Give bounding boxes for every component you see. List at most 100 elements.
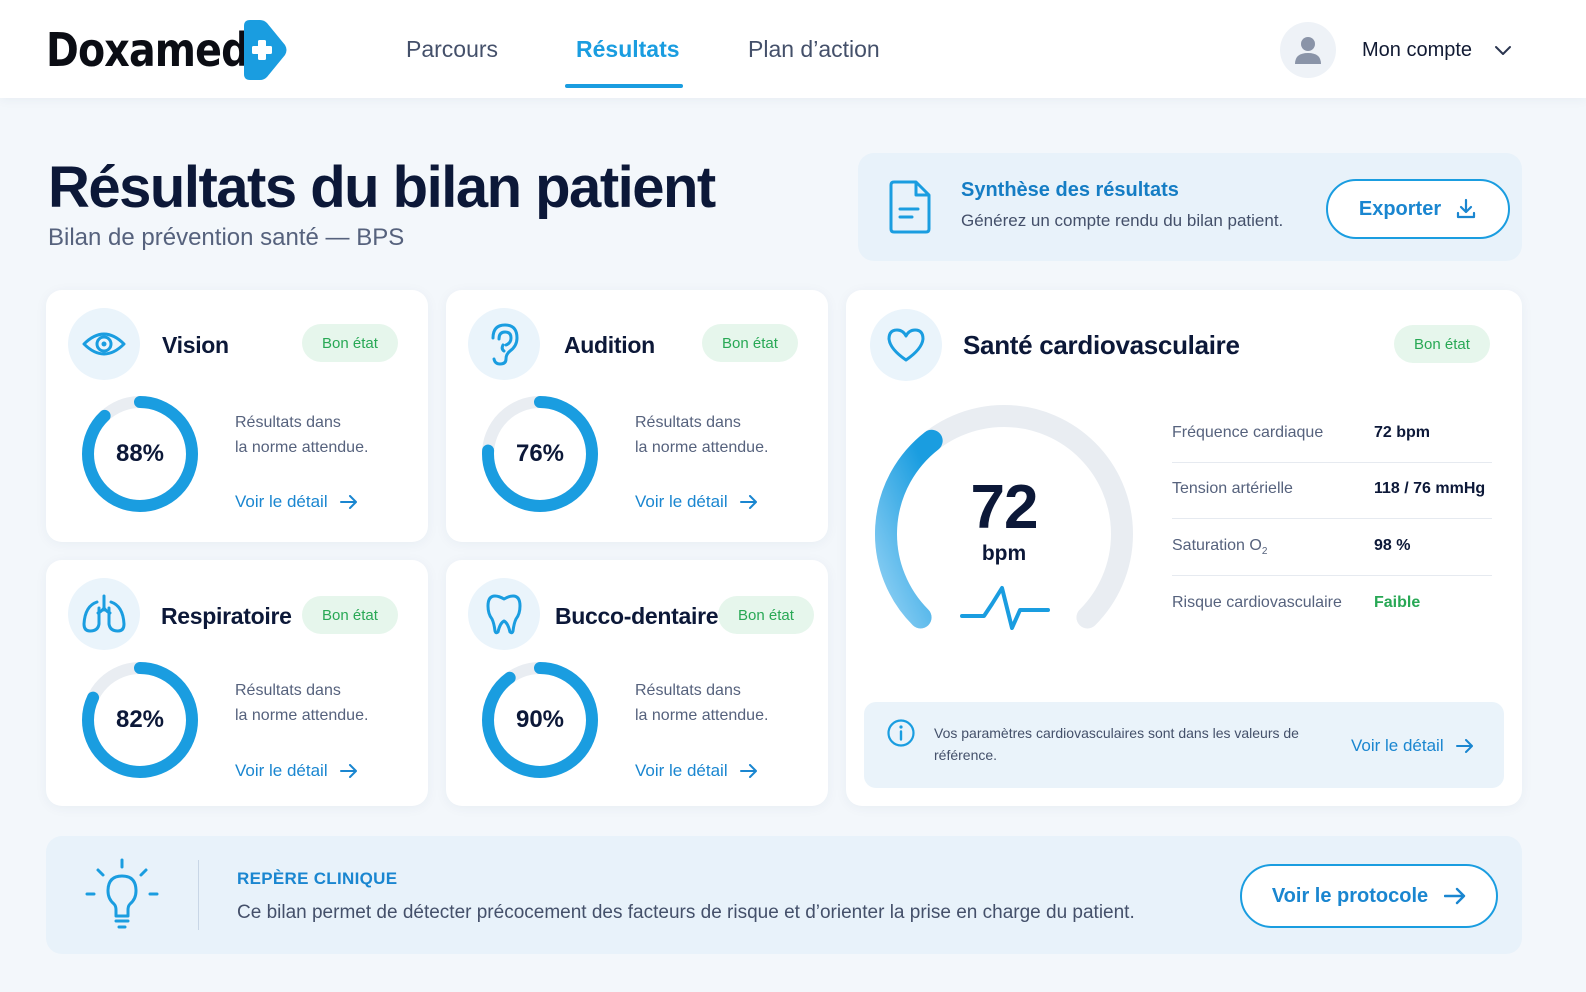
- metric-value: 72 bpm: [1374, 424, 1431, 441]
- view-detail-label: Voir le détail: [635, 492, 728, 511]
- nav-plan-action[interactable]: Plan d’action: [748, 36, 880, 62]
- heart-icon: [887, 328, 925, 362]
- card-description-line: la norme attendue.: [635, 439, 769, 456]
- arrow-right-icon: [739, 764, 757, 778]
- card-description-line: la norme attendue.: [235, 707, 369, 724]
- percent-label: 88%: [115, 440, 165, 467]
- card-description-line: Résultats dans: [635, 414, 741, 431]
- view-detail-link[interactable]: Voir le détail: [635, 761, 758, 781]
- percent-label: 76%: [515, 440, 565, 467]
- banner-divider: [198, 860, 199, 930]
- vision-icon-container: [68, 308, 140, 380]
- metric-label: Risque cardiovasculaire: [1172, 594, 1342, 611]
- ring-progress: [82, 396, 198, 512]
- metric-label: Saturation O2: [1172, 537, 1267, 557]
- medical-cross-icon: [244, 20, 287, 80]
- heart-rate-gauge: [875, 405, 1133, 630]
- nav-parcours[interactable]: Parcours: [406, 36, 499, 62]
- page-subtitle: Bilan de prévention santé — BPS: [48, 224, 405, 251]
- lightbulb-icon: [85, 858, 159, 929]
- progress-ring: [82, 662, 198, 778]
- metric-row-tension: Tension artérielle 118 / 76 mmHg: [1172, 462, 1492, 519]
- download-icon: [1457, 198, 1476, 219]
- ring-progress: [482, 662, 598, 778]
- card-title: Santé cardiovasculaire: [963, 330, 1240, 360]
- card-description: Résultats dans la norme attendue.: [635, 410, 805, 460]
- metric-row-risque: Risque cardiovasculaire Faible: [1172, 576, 1492, 633]
- card-title: Audition: [564, 332, 655, 358]
- arrow-right-icon: [339, 764, 357, 778]
- percent-label: 82%: [115, 706, 165, 733]
- metric-row-saturation: Saturation O2 98 %: [1172, 519, 1492, 576]
- status-badge: Bon état: [302, 324, 398, 362]
- progress-ring: [82, 396, 198, 512]
- view-protocol-label: Voir le protocole: [1271, 884, 1429, 907]
- view-detail-label: Voir le détail: [235, 761, 328, 780]
- results-summary-panel: Synthèse des résultats Générez un compte…: [858, 153, 1522, 261]
- card-description: Résultats dans la norme attendue.: [235, 678, 405, 728]
- document-icon: [889, 180, 931, 234]
- card-vision: Vision Bon état 88% Résultats dans la no…: [46, 290, 428, 542]
- page-title: Résultats du bilan patient: [48, 155, 716, 220]
- status-badge: Bon état: [302, 596, 398, 634]
- eye-icon: [82, 332, 126, 356]
- progress-ring: [482, 662, 598, 778]
- cardio-icon-container: [870, 309, 942, 381]
- nav-resultats[interactable]: Résultats: [576, 36, 680, 62]
- dental-icon-container: [468, 578, 540, 650]
- tooth-icon: [486, 594, 522, 635]
- card-description-line: Résultats dans: [635, 682, 741, 699]
- metric-label: Tension artérielle: [1172, 480, 1293, 497]
- view-detail-link[interactable]: Voir le détail: [1351, 736, 1474, 756]
- top-navigation-bar: Doxamed Parcours Résultats Plan d’action…: [0, 0, 1586, 98]
- metric-row-frequence: Fréquence cardiaque 72 bpm: [1172, 406, 1492, 463]
- status-badge: Bon état: [718, 596, 814, 634]
- card-bucco-dentaire: Bucco-dentaire Bon état 90% Résultats da…: [446, 560, 828, 806]
- arrow-right-icon: [739, 495, 757, 509]
- account-label[interactable]: Mon compte: [1362, 38, 1473, 61]
- cardio-info-text: Vos paramètres cardiovasculaires sont da…: [934, 725, 1299, 763]
- respiratory-icon-container: [68, 578, 140, 650]
- view-protocol-button[interactable]: Voir le protocole: [1240, 864, 1498, 928]
- view-detail-label: Voir le détail: [235, 492, 328, 511]
- card-title: Bucco-dentaire: [555, 603, 719, 629]
- arrow-right-icon: [1444, 887, 1466, 905]
- view-detail-link[interactable]: Voir le détail: [235, 492, 358, 512]
- card-description: Résultats dans la norme attendue.: [635, 678, 805, 728]
- avatar[interactable]: [1280, 22, 1336, 78]
- summary-text: Générez un compte rendu du bilan patient…: [961, 211, 1284, 230]
- card-audition: Audition Bon état 76% Résultats dans la …: [446, 290, 828, 542]
- account-menu[interactable]: Mon compte: [1280, 22, 1514, 78]
- view-detail-link[interactable]: Voir le détail: [635, 492, 758, 512]
- info-icon: [887, 719, 915, 747]
- view-detail-label: Voir le détail: [1351, 736, 1444, 755]
- progress-ring: [482, 396, 598, 512]
- audition-icon-container: [468, 308, 540, 380]
- banner-text: Ce bilan permet de détecter précocement …: [237, 902, 1135, 923]
- gauge-fill: [875, 429, 943, 629]
- card-respiratoire: Respiratoire Bon état 82% Résultats dans…: [46, 560, 428, 806]
- banner-title: REPÈRE CLINIQUE: [237, 869, 398, 888]
- gauge-value: 72: [970, 473, 1039, 542]
- card-title: Vision: [162, 332, 229, 358]
- card-description-line: la norme attendue.: [635, 707, 769, 724]
- chevron-down-icon[interactable]: [1492, 39, 1514, 61]
- metric-label: Fréquence cardiaque: [1172, 424, 1324, 441]
- lungs-icon: [82, 594, 126, 633]
- view-detail-link[interactable]: Voir le détail: [235, 761, 358, 781]
- metric-label-text: Saturation O: [1172, 537, 1262, 554]
- active-tab-indicator: [565, 84, 683, 88]
- user-icon: [1295, 37, 1321, 64]
- ring-progress: [482, 396, 598, 512]
- ring-progress: [82, 662, 198, 778]
- metric-value: Faible: [1374, 594, 1421, 611]
- percent-label: 90%: [515, 706, 565, 733]
- pulse-line-icon: [960, 586, 1050, 630]
- arrow-right-icon: [339, 495, 357, 509]
- doxamed-logo[interactable]: Doxamed: [46, 20, 287, 80]
- card-title: Respiratoire: [161, 603, 292, 629]
- card-cardiovasculaire: Santé cardiovasculaire Bon état 72 bpm F…: [846, 290, 1522, 806]
- brand-name: Doxamed: [46, 23, 249, 77]
- export-button[interactable]: Exporter: [1326, 179, 1510, 239]
- arrow-right-icon: [1455, 739, 1473, 753]
